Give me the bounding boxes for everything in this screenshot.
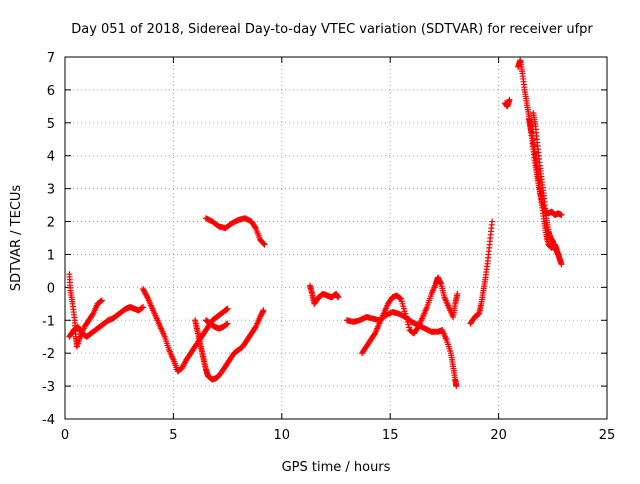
y-tick-label: 0 [47, 281, 55, 296]
data-point [405, 321, 412, 328]
data-point [506, 96, 513, 103]
series-arc-6 [202, 215, 268, 248]
data-point [335, 294, 342, 301]
data-point [143, 292, 150, 299]
y-tick-label: -3 [42, 380, 55, 395]
x-tick-label: 0 [61, 428, 69, 443]
data-point [98, 297, 105, 304]
data-point [555, 251, 562, 258]
y-tick-label: -2 [42, 347, 55, 362]
data-point [260, 240, 267, 247]
series-arc-10 [467, 218, 496, 327]
data-point [261, 241, 268, 248]
chart-title: Day 051 of 2018, Sidereal Day-to-day VTE… [71, 22, 593, 37]
y-tick-label: 5 [47, 117, 55, 132]
y-tick-label: 7 [47, 51, 55, 66]
data-point [404, 318, 411, 325]
series-arc-9 [359, 274, 461, 357]
y-tick-label: 2 [47, 216, 55, 231]
y-tick-label: -1 [42, 314, 55, 329]
y-tick-label: -4 [42, 413, 55, 428]
data-point [260, 307, 267, 314]
x-axis-label: GPS time / hours [282, 460, 391, 475]
x-tick-label: 20 [490, 428, 507, 443]
data-point [140, 304, 147, 311]
data-points [66, 57, 565, 390]
data-point [402, 310, 409, 317]
series-arc-7 [306, 282, 342, 307]
data-point [558, 261, 565, 268]
series-arc-2 [66, 304, 147, 340]
series-arc-11 [502, 96, 513, 110]
x-tick-label: 10 [274, 428, 291, 443]
series-arc-14 [530, 109, 562, 258]
plot-frame [64, 56, 608, 420]
data-point [403, 316, 410, 323]
data-point [252, 224, 259, 231]
y-tick-label: 1 [47, 248, 55, 263]
data-point [489, 218, 496, 225]
data-point [405, 324, 412, 331]
x-tick-label: 15 [382, 428, 399, 443]
y-tick-label: 3 [47, 183, 55, 198]
x-tick-label: 5 [169, 428, 177, 443]
axis-ticks: 0 5 10 15 20 25 -4 -3 -2 -1 0 1 2 3 4 5 6 7 [42, 51, 615, 443]
series-arc-8 [343, 309, 460, 390]
series-arc-4 [192, 307, 267, 383]
data-point [453, 383, 460, 390]
data-point [558, 211, 565, 218]
data-point [403, 313, 410, 320]
data-point [224, 320, 231, 327]
series-arc-3 [140, 286, 231, 375]
data-point [454, 290, 461, 297]
y-tick-label: 4 [47, 150, 55, 165]
series-arc-5 [202, 317, 231, 332]
y-axis-label: SDTVAR / TECUs [9, 185, 24, 292]
y-tick-label: 6 [47, 84, 55, 99]
data-point [224, 305, 231, 312]
x-tick-label: 25 [599, 428, 616, 443]
